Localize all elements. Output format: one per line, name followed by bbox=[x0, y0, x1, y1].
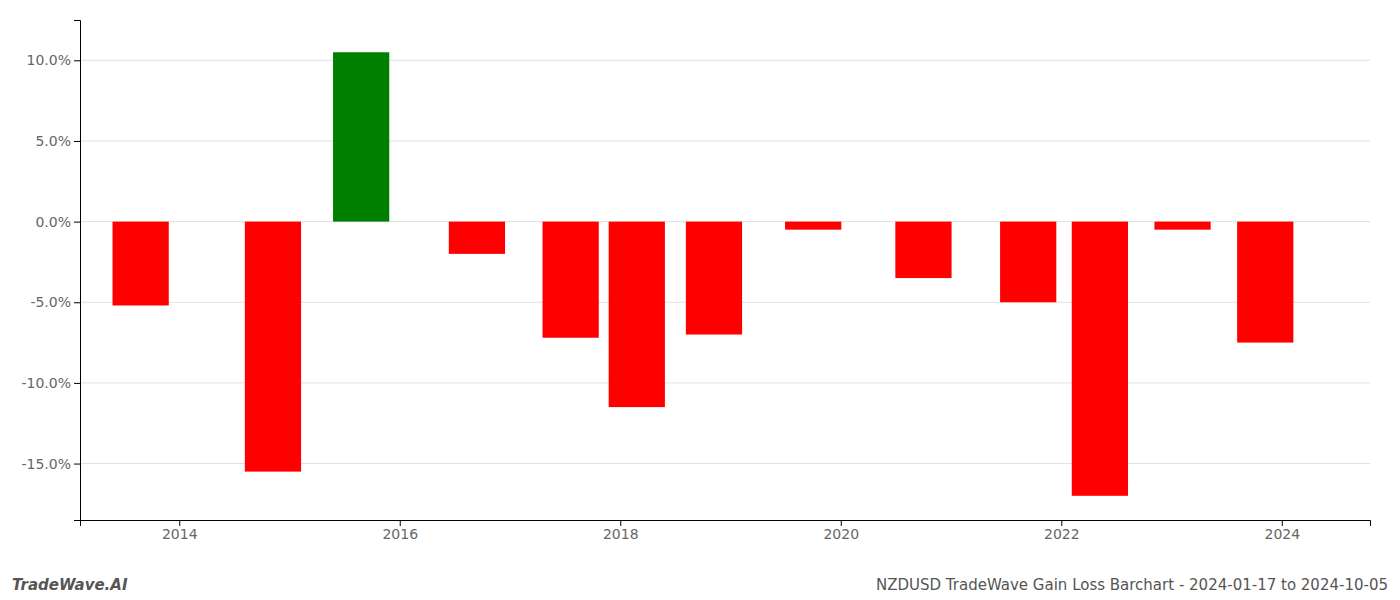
x-tick: 2014 bbox=[162, 520, 198, 542]
y-tick: -15.0% bbox=[21, 456, 80, 472]
grid-line bbox=[80, 140, 1370, 141]
y-axis-line bbox=[74, 21, 81, 521]
y-tick-label: 5.0% bbox=[35, 133, 71, 149]
x-tick: 2018 bbox=[603, 520, 639, 542]
y-tick-mark bbox=[74, 60, 80, 61]
y-tick-mark bbox=[74, 302, 80, 303]
y-tick-mark bbox=[74, 141, 80, 142]
footer-left: TradeWave.AI bbox=[12, 576, 128, 594]
y-tick-label: 10.0% bbox=[27, 52, 71, 68]
y-tick-mark bbox=[74, 464, 80, 465]
bar bbox=[1237, 222, 1293, 343]
y-tick: -5.0% bbox=[30, 294, 80, 310]
y-tick-label: -15.0% bbox=[21, 456, 71, 472]
plot-area: 2014 2016 2018 2020 2022 2024 -15.0% -10.0% -5.0… bbox=[21, 21, 1370, 542]
bar bbox=[895, 222, 951, 278]
bar bbox=[245, 222, 301, 472]
y-tick: 0.0% bbox=[35, 214, 80, 230]
x-tick-label: 2016 bbox=[382, 526, 418, 542]
grid-line bbox=[80, 60, 1370, 61]
x-tick: 2024 bbox=[1264, 520, 1300, 542]
bar bbox=[609, 222, 665, 407]
bar bbox=[785, 222, 841, 230]
bars bbox=[113, 52, 1294, 496]
x-tick-label: 2024 bbox=[1264, 526, 1300, 542]
bar bbox=[449, 222, 505, 254]
y-tick-mark bbox=[74, 383, 80, 384]
x-tick-label: 2018 bbox=[603, 526, 639, 542]
bar bbox=[686, 222, 742, 335]
y-tick-mark bbox=[74, 222, 80, 223]
y-tick: 5.0% bbox=[35, 133, 80, 149]
y-tick-label: 0.0% bbox=[35, 214, 71, 230]
x-axis-line bbox=[81, 521, 1371, 527]
bar bbox=[1154, 222, 1210, 230]
bar bbox=[333, 52, 389, 221]
y-tick: 10.0% bbox=[27, 52, 80, 68]
x-tick: 2016 bbox=[382, 520, 418, 542]
bar bbox=[113, 222, 169, 306]
x-tick-label: 2020 bbox=[823, 526, 859, 542]
y-tick-label: -5.0% bbox=[30, 294, 71, 310]
bar bbox=[1000, 222, 1056, 303]
bar bbox=[543, 222, 599, 338]
x-tick: 2020 bbox=[823, 520, 859, 542]
y-tick: -10.0% bbox=[21, 375, 80, 391]
y-tick-label: -10.0% bbox=[21, 375, 71, 391]
bar bbox=[1072, 222, 1128, 496]
chart: 2014 2016 2018 2020 2022 2024 -15.0% -10.0% -5.0… bbox=[0, 0, 1400, 600]
x-axis: 2014 2016 2018 2020 2022 2024 bbox=[81, 520, 1371, 542]
x-tick-label: 2014 bbox=[162, 526, 198, 542]
y-axis: -15.0% -10.0% -5.0% 0.0% 5.0% 10.0% bbox=[21, 21, 80, 521]
x-tick-label: 2022 bbox=[1044, 526, 1080, 542]
footer-right: NZDUSD TradeWave Gain Loss Barchart - 20… bbox=[876, 576, 1388, 594]
x-tick: 2022 bbox=[1044, 520, 1080, 542]
